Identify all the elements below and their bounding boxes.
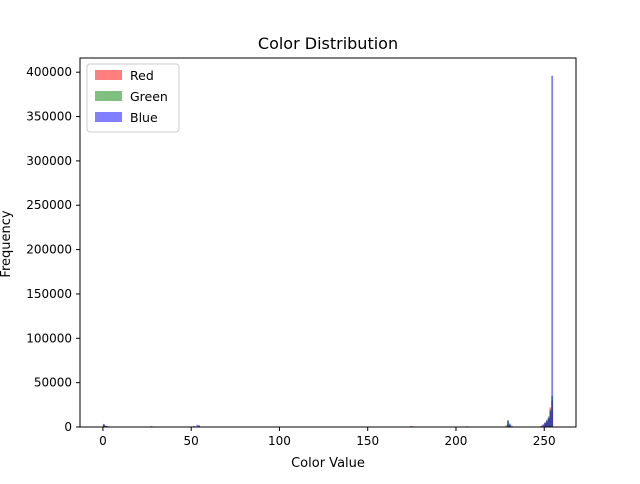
bar-blue-250 <box>544 422 546 427</box>
y-tick-label: 50000 <box>34 376 72 390</box>
bar-blue-248 <box>540 425 543 427</box>
x-axis-label: Color Value <box>291 456 365 471</box>
y-tick-label: 200000 <box>26 243 72 257</box>
legend-swatch-green <box>95 91 122 101</box>
y-tick-label: 250000 <box>26 198 72 212</box>
bar-blue-230 <box>508 424 511 427</box>
y-tick-label: 0 <box>64 420 72 434</box>
legend-label-red: Red <box>130 68 154 83</box>
chart-title: Color Distribution <box>258 34 398 53</box>
y-tick-label: 100000 <box>26 331 72 345</box>
bar-blue-252 <box>547 418 550 427</box>
bar-green-228 <box>505 425 508 427</box>
bar-blue-0 <box>102 423 105 427</box>
legend-label-blue: Blue <box>130 110 158 125</box>
y-tick-label: 400000 <box>26 65 72 79</box>
x-tick-label: 200 <box>445 434 468 448</box>
bar-blue-229 <box>507 421 509 427</box>
legend-swatch-red <box>95 70 122 80</box>
bar-blue-51 <box>192 425 195 427</box>
y-tick-label: 300000 <box>26 154 72 168</box>
x-tick-label: 50 <box>184 434 199 448</box>
y-axis-ticks: 0 50000 100000 150000 200000 250000 300000 3500… <box>26 65 80 434</box>
x-axis-ticks: 0 50 100 150 200 250 <box>99 427 556 448</box>
bar-blue-231 <box>510 425 513 427</box>
legend: Red Green Blue <box>86 63 180 133</box>
bar-blue-254 <box>551 75 554 428</box>
bar-blue-253 <box>549 411 552 427</box>
y-tick-label: 150000 <box>26 287 72 301</box>
x-tick-label: 0 <box>99 434 107 448</box>
legend-label-green: Green <box>130 89 168 104</box>
bar-blue-249 <box>542 424 545 427</box>
bar-blue-54 <box>198 425 201 427</box>
bar-blue-53 <box>196 424 199 427</box>
x-tick-label: 100 <box>268 434 291 448</box>
x-tick-label: 150 <box>356 434 379 448</box>
bar-blue-251 <box>545 420 548 427</box>
y-tick-label: 350000 <box>26 110 72 124</box>
y-axis-label: Frequency <box>0 210 14 277</box>
bar-blue-1 <box>104 425 107 427</box>
axes-frame <box>79 57 577 428</box>
bar-red-174 <box>410 425 412 427</box>
legend-swatch-blue <box>95 112 122 122</box>
x-tick-label: 250 <box>533 434 556 448</box>
